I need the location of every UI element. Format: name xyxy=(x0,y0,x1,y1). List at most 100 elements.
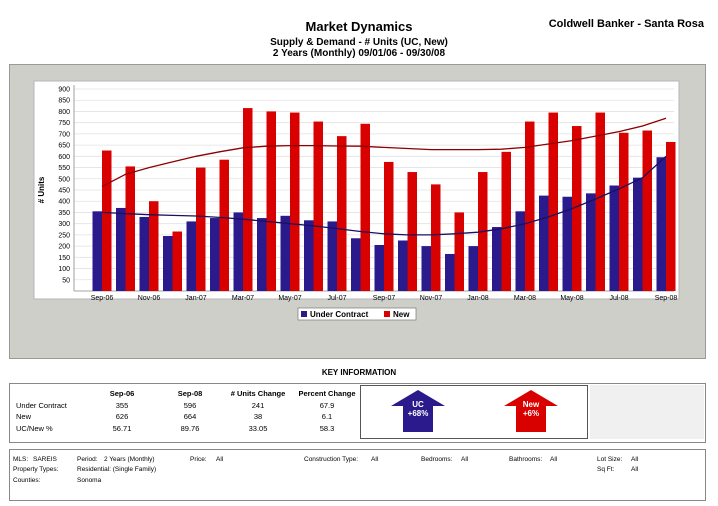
x-tick-label: May-08 xyxy=(560,295,583,302)
key-cell: 626 xyxy=(115,412,129,422)
y-tick-label: 550 xyxy=(58,165,70,172)
bar-new xyxy=(619,132,629,291)
key-cell: 56.71 xyxy=(112,423,132,433)
bar-under-contract xyxy=(280,215,290,291)
bar-new xyxy=(266,111,276,291)
blank-panel xyxy=(590,385,704,439)
bar-under-contract xyxy=(656,157,666,291)
uc-up-arrow-icon xyxy=(391,390,445,432)
search-criteria-box xyxy=(9,449,706,501)
bar-new xyxy=(595,112,605,291)
bar-under-contract xyxy=(163,236,173,291)
y-tick-label: 400 xyxy=(58,199,70,206)
counties-value: Sonoma xyxy=(77,477,102,484)
bar-under-contract xyxy=(445,253,455,291)
bar-under-contract xyxy=(327,221,337,291)
bar-new xyxy=(290,112,300,291)
key-information-box xyxy=(9,383,706,443)
x-tick-label: Jan-08 xyxy=(467,295,489,302)
bar-new xyxy=(360,123,370,292)
key-table: Sep-06 Sep-08 # Units Change Percent Cha… xyxy=(12,388,362,434)
uc-arrow-value: +68% xyxy=(407,409,429,418)
new-arrow-value: +6% xyxy=(522,409,540,418)
y-tick-label: 150 xyxy=(58,255,70,262)
bar-new xyxy=(337,136,347,291)
bar-under-contract xyxy=(398,240,408,291)
y-tick-label: 200 xyxy=(58,244,70,251)
legend-label-under-contract: Under Contract xyxy=(310,310,369,319)
x-tick-label: Mar-07 xyxy=(232,295,254,302)
key-row-label: Under Contract xyxy=(16,400,67,410)
key-cell: 6.1 xyxy=(321,412,333,422)
bar-under-contract xyxy=(351,238,361,291)
key-table-row: New 626 664 38 6.1 xyxy=(12,411,362,423)
key-header-cell: # Units Change xyxy=(230,389,286,399)
key-cell: 38 xyxy=(253,412,263,422)
y-tick-label: 300 xyxy=(58,221,70,228)
key-table-row: UC/New % 56.71 89.76 33.05 58.3 xyxy=(12,423,362,435)
bar-new xyxy=(149,201,159,291)
bar-under-contract xyxy=(515,211,525,291)
legend-swatch-new xyxy=(384,311,390,317)
bar-new xyxy=(666,141,676,291)
y-tick-label: 700 xyxy=(58,131,70,138)
company-name: Coldwell Banker - Santa Rosa xyxy=(548,18,704,30)
lotsize-label: Lot Size: xyxy=(597,456,623,463)
y-tick-label: 500 xyxy=(58,176,70,183)
new-up-arrow-icon xyxy=(504,390,558,432)
bar-new xyxy=(431,184,441,291)
bar-under-contract xyxy=(233,212,243,291)
bar-new xyxy=(102,150,112,291)
key-information-title: KEY INFORMATION xyxy=(321,368,397,377)
key-cell: 355 xyxy=(115,400,129,410)
x-tick-label: Nov-06 xyxy=(138,295,161,302)
bar-new xyxy=(219,159,229,291)
key-row-label: New xyxy=(16,412,32,422)
bar-new xyxy=(172,231,182,291)
y-tick-label: 750 xyxy=(58,120,70,127)
bar-new xyxy=(384,161,394,291)
y-tick-label: 650 xyxy=(58,143,70,150)
key-header-cell: Percent Change xyxy=(298,389,356,399)
sqft-value: All xyxy=(631,466,639,473)
lotsize-value: All xyxy=(631,456,639,463)
y-tick-label: 600 xyxy=(58,154,70,161)
property-types-value: Residential: (Single Family) xyxy=(77,466,157,473)
x-tick-label: May-07 xyxy=(278,295,301,302)
bar-under-contract xyxy=(186,221,196,291)
bar-under-contract xyxy=(421,246,431,291)
change-arrows-panel: UC +68% New +6% xyxy=(360,385,588,439)
bar-new xyxy=(243,108,253,291)
bar-new xyxy=(572,126,582,292)
y-tick-label: 100 xyxy=(58,266,70,273)
y-tick-label: 800 xyxy=(58,109,70,116)
key-table-header: Sep-06 Sep-08 # Units Change Percent Cha… xyxy=(12,388,362,400)
key-cell: 58.3 xyxy=(319,423,335,433)
bar-under-contract xyxy=(609,185,619,291)
key-cell: 67.9 xyxy=(319,400,335,410)
key-cell: 241 xyxy=(251,400,265,410)
mls-label: MLS: xyxy=(13,456,29,463)
bar-under-contract xyxy=(586,193,596,291)
x-tick-label: Jul-08 xyxy=(609,295,628,302)
chart-frame: 50 100 150 200 250 300 350 400 450 500 550 600 650 70… xyxy=(9,64,706,359)
key-cell: 89.76 xyxy=(180,423,200,433)
bar-under-contract xyxy=(92,211,102,291)
bar-new xyxy=(407,172,417,291)
bar-new xyxy=(196,167,206,291)
y-tick-label: 250 xyxy=(58,232,70,239)
bathrooms-value: All xyxy=(550,456,558,463)
x-tick-label: Sep-07 xyxy=(373,295,396,302)
bedrooms-label: Bedrooms: xyxy=(421,456,453,463)
bar-new xyxy=(454,212,464,291)
bar-new xyxy=(548,112,558,291)
key-cell: 664 xyxy=(183,412,197,422)
price-label: Price: xyxy=(190,456,207,463)
legend-swatch-under-contract xyxy=(301,311,307,317)
x-tick-label: Nov-07 xyxy=(420,295,443,302)
key-row-label: UC/New % xyxy=(16,423,53,433)
key-header-cell: Sep-08 xyxy=(177,389,203,399)
counties-label: Counties: xyxy=(13,477,41,484)
property-types-label: Property Types: xyxy=(13,466,59,473)
supply-demand-chart: 50 100 150 200 250 300 350 400 450 500 550 600 650 70… xyxy=(33,80,680,321)
